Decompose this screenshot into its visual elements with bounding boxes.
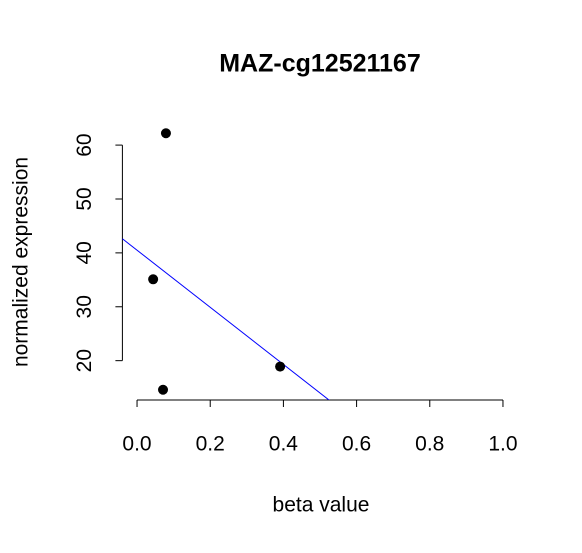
point xyxy=(148,274,159,285)
x-axis-label: beta value xyxy=(273,494,370,517)
point xyxy=(275,361,286,372)
x-tick-label: 0.0 xyxy=(122,433,151,456)
y-tick-label: 60 xyxy=(73,133,96,156)
y-tick-label: 50 xyxy=(73,187,96,210)
x-tick-label: 0.2 xyxy=(196,433,225,456)
y-tick-label: 20 xyxy=(73,349,96,372)
x-tick-label: 0.6 xyxy=(342,433,371,456)
x-tick-label: 1.0 xyxy=(488,433,517,456)
point xyxy=(158,384,169,395)
point xyxy=(160,128,171,139)
regression-line xyxy=(122,238,330,400)
y-tick-label: 30 xyxy=(73,295,96,318)
x-tick-label: 0.8 xyxy=(415,433,444,456)
chart-title: MAZ-cg12521167 xyxy=(219,50,421,78)
y-axis-label: normalized expression xyxy=(10,157,33,367)
y-tick-label: 40 xyxy=(73,241,96,264)
x-tick-label: 0.4 xyxy=(269,433,299,456)
